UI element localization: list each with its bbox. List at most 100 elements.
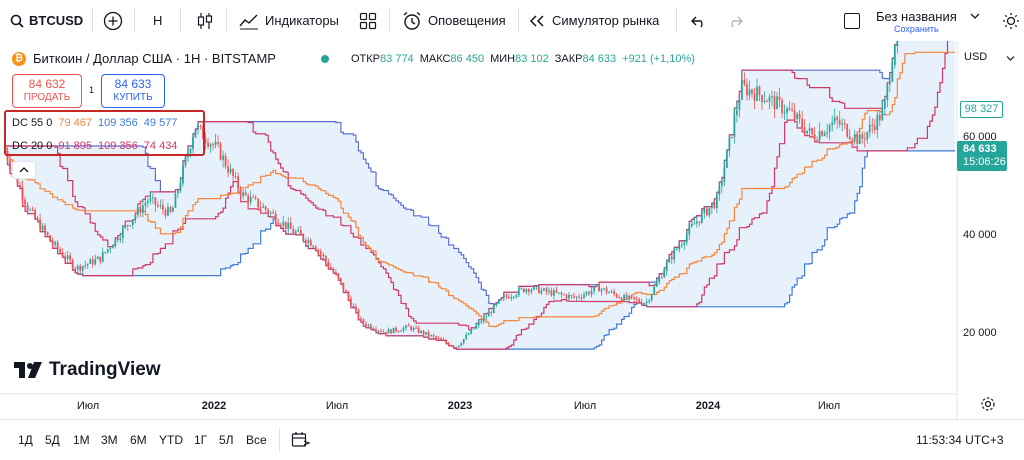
candle-body	[294, 231, 297, 234]
axis-settings-button[interactable]	[980, 396, 996, 412]
candle-body	[605, 288, 608, 293]
candle-body	[405, 325, 407, 328]
buy-button[interactable]: 84 633 КУПИТЬ	[101, 74, 165, 108]
candle-body	[347, 292, 350, 299]
indicators-button[interactable]: Индикаторы	[238, 0, 339, 41]
candle-body	[139, 207, 142, 213]
range-1d[interactable]: 1Д	[18, 433, 33, 447]
alerts-button[interactable]: Оповещения	[402, 0, 506, 41]
goto-date-button[interactable]	[291, 431, 311, 454]
candle-body	[252, 196, 255, 198]
chart-type-button[interactable]	[196, 0, 214, 41]
candle-body	[199, 125, 202, 127]
candle-body	[467, 333, 470, 335]
gear-icon	[981, 397, 995, 411]
replay-button[interactable]: Симулятор рынка	[528, 0, 659, 41]
candle-body	[69, 255, 72, 260]
indicator-dc55[interactable]: DC 55 0 79 467 109 356 49 577	[12, 117, 178, 129]
candle-body	[816, 139, 819, 141]
layout-checkbox[interactable]	[844, 0, 860, 41]
candle-body	[96, 256, 99, 260]
candle-body	[675, 249, 678, 251]
symbol-search[interactable]: BTCUSD	[10, 0, 83, 41]
chart-area[interactable]: 20 000 40 000 60 000 Июл 2022 Июл 2023 Июл 2024…	[0, 41, 1024, 419]
grid-icon	[359, 12, 377, 29]
candle-body	[793, 110, 796, 120]
candle-body	[477, 321, 480, 326]
candle-body	[317, 250, 320, 252]
compare-button[interactable]	[103, 0, 123, 41]
candle-body	[244, 192, 247, 196]
timezone-clock[interactable]: 11:53:34 UTC+3	[916, 433, 1004, 447]
candle-body	[678, 245, 681, 250]
candle-body	[94, 259, 97, 265]
candle-body	[673, 249, 676, 260]
candle-body	[540, 290, 543, 294]
candle-body	[721, 181, 723, 186]
range-1m[interactable]: 1М	[73, 433, 90, 447]
candle-body	[868, 124, 871, 133]
range-all[interactable]: Все	[246, 433, 267, 447]
candle-body	[342, 282, 345, 291]
range-5y[interactable]: 5Л	[219, 433, 234, 447]
high-price-marker: 98 327	[960, 101, 1003, 118]
candle-body	[768, 96, 771, 102]
candle-body	[743, 80, 746, 85]
candle-body	[157, 205, 159, 207]
candle-body	[16, 173, 19, 186]
candle-body	[841, 123, 844, 125]
currency-selector[interactable]: USD	[957, 46, 1024, 70]
indicator-dc20[interactable]: DC 20 0 91 895 109 356 74 434	[12, 140, 178, 152]
candle-body	[204, 138, 207, 143]
candle-body	[873, 126, 876, 131]
candle-body	[713, 203, 716, 209]
undo-button[interactable]	[690, 0, 708, 41]
sell-button[interactable]: 84 632 ПРОДАТЬ	[12, 74, 82, 108]
theme-button[interactable]	[1002, 0, 1020, 41]
candle-body	[392, 327, 395, 334]
candle-body	[282, 221, 285, 226]
range-6m[interactable]: 6М	[130, 433, 147, 447]
candle-body	[116, 238, 119, 241]
candle-body	[751, 89, 753, 94]
candle-body	[435, 336, 438, 339]
price-tick-label: 40 000	[963, 229, 997, 241]
candle-body	[89, 259, 92, 264]
candle-body	[129, 225, 132, 227]
candle-body	[197, 125, 199, 130]
candle-body	[530, 289, 533, 292]
candle-body	[264, 206, 267, 210]
collapse-legend-button[interactable]	[12, 161, 36, 179]
alarm-clock-icon	[403, 11, 421, 30]
currency-label: USD	[964, 51, 988, 63]
undo-icon	[691, 16, 703, 27]
candle-body	[9, 160, 11, 169]
candle-body	[232, 168, 234, 177]
candle-body	[851, 139, 854, 141]
candle-body	[56, 242, 59, 250]
interval-button[interactable]: Н	[153, 0, 162, 41]
range-3m[interactable]: 3М	[101, 433, 118, 447]
candle-body	[550, 290, 553, 296]
candle-body	[826, 131, 829, 134]
range-5d[interactable]: 5Д	[45, 433, 60, 447]
candle-body	[167, 207, 169, 216]
templates-button[interactable]	[359, 0, 377, 41]
candle-body	[36, 218, 39, 220]
candle-body	[365, 323, 367, 326]
range-1y[interactable]: 1Г	[194, 433, 208, 447]
candle-body	[455, 347, 458, 349]
candle-body	[505, 295, 508, 297]
candle-body	[71, 259, 74, 269]
candle-body	[44, 225, 46, 233]
candle-body	[522, 288, 525, 293]
candle-body	[703, 208, 706, 213]
layout-name-button[interactable]: Без названия Сохранить	[872, 7, 980, 35]
redo-button[interactable]	[726, 0, 744, 41]
candle-body	[653, 286, 656, 295]
candle-body	[415, 327, 417, 329]
candle-body	[31, 209, 34, 211]
range-ytd[interactable]: YTD	[159, 433, 183, 447]
candle-body	[46, 232, 49, 236]
candle-body	[560, 292, 563, 295]
